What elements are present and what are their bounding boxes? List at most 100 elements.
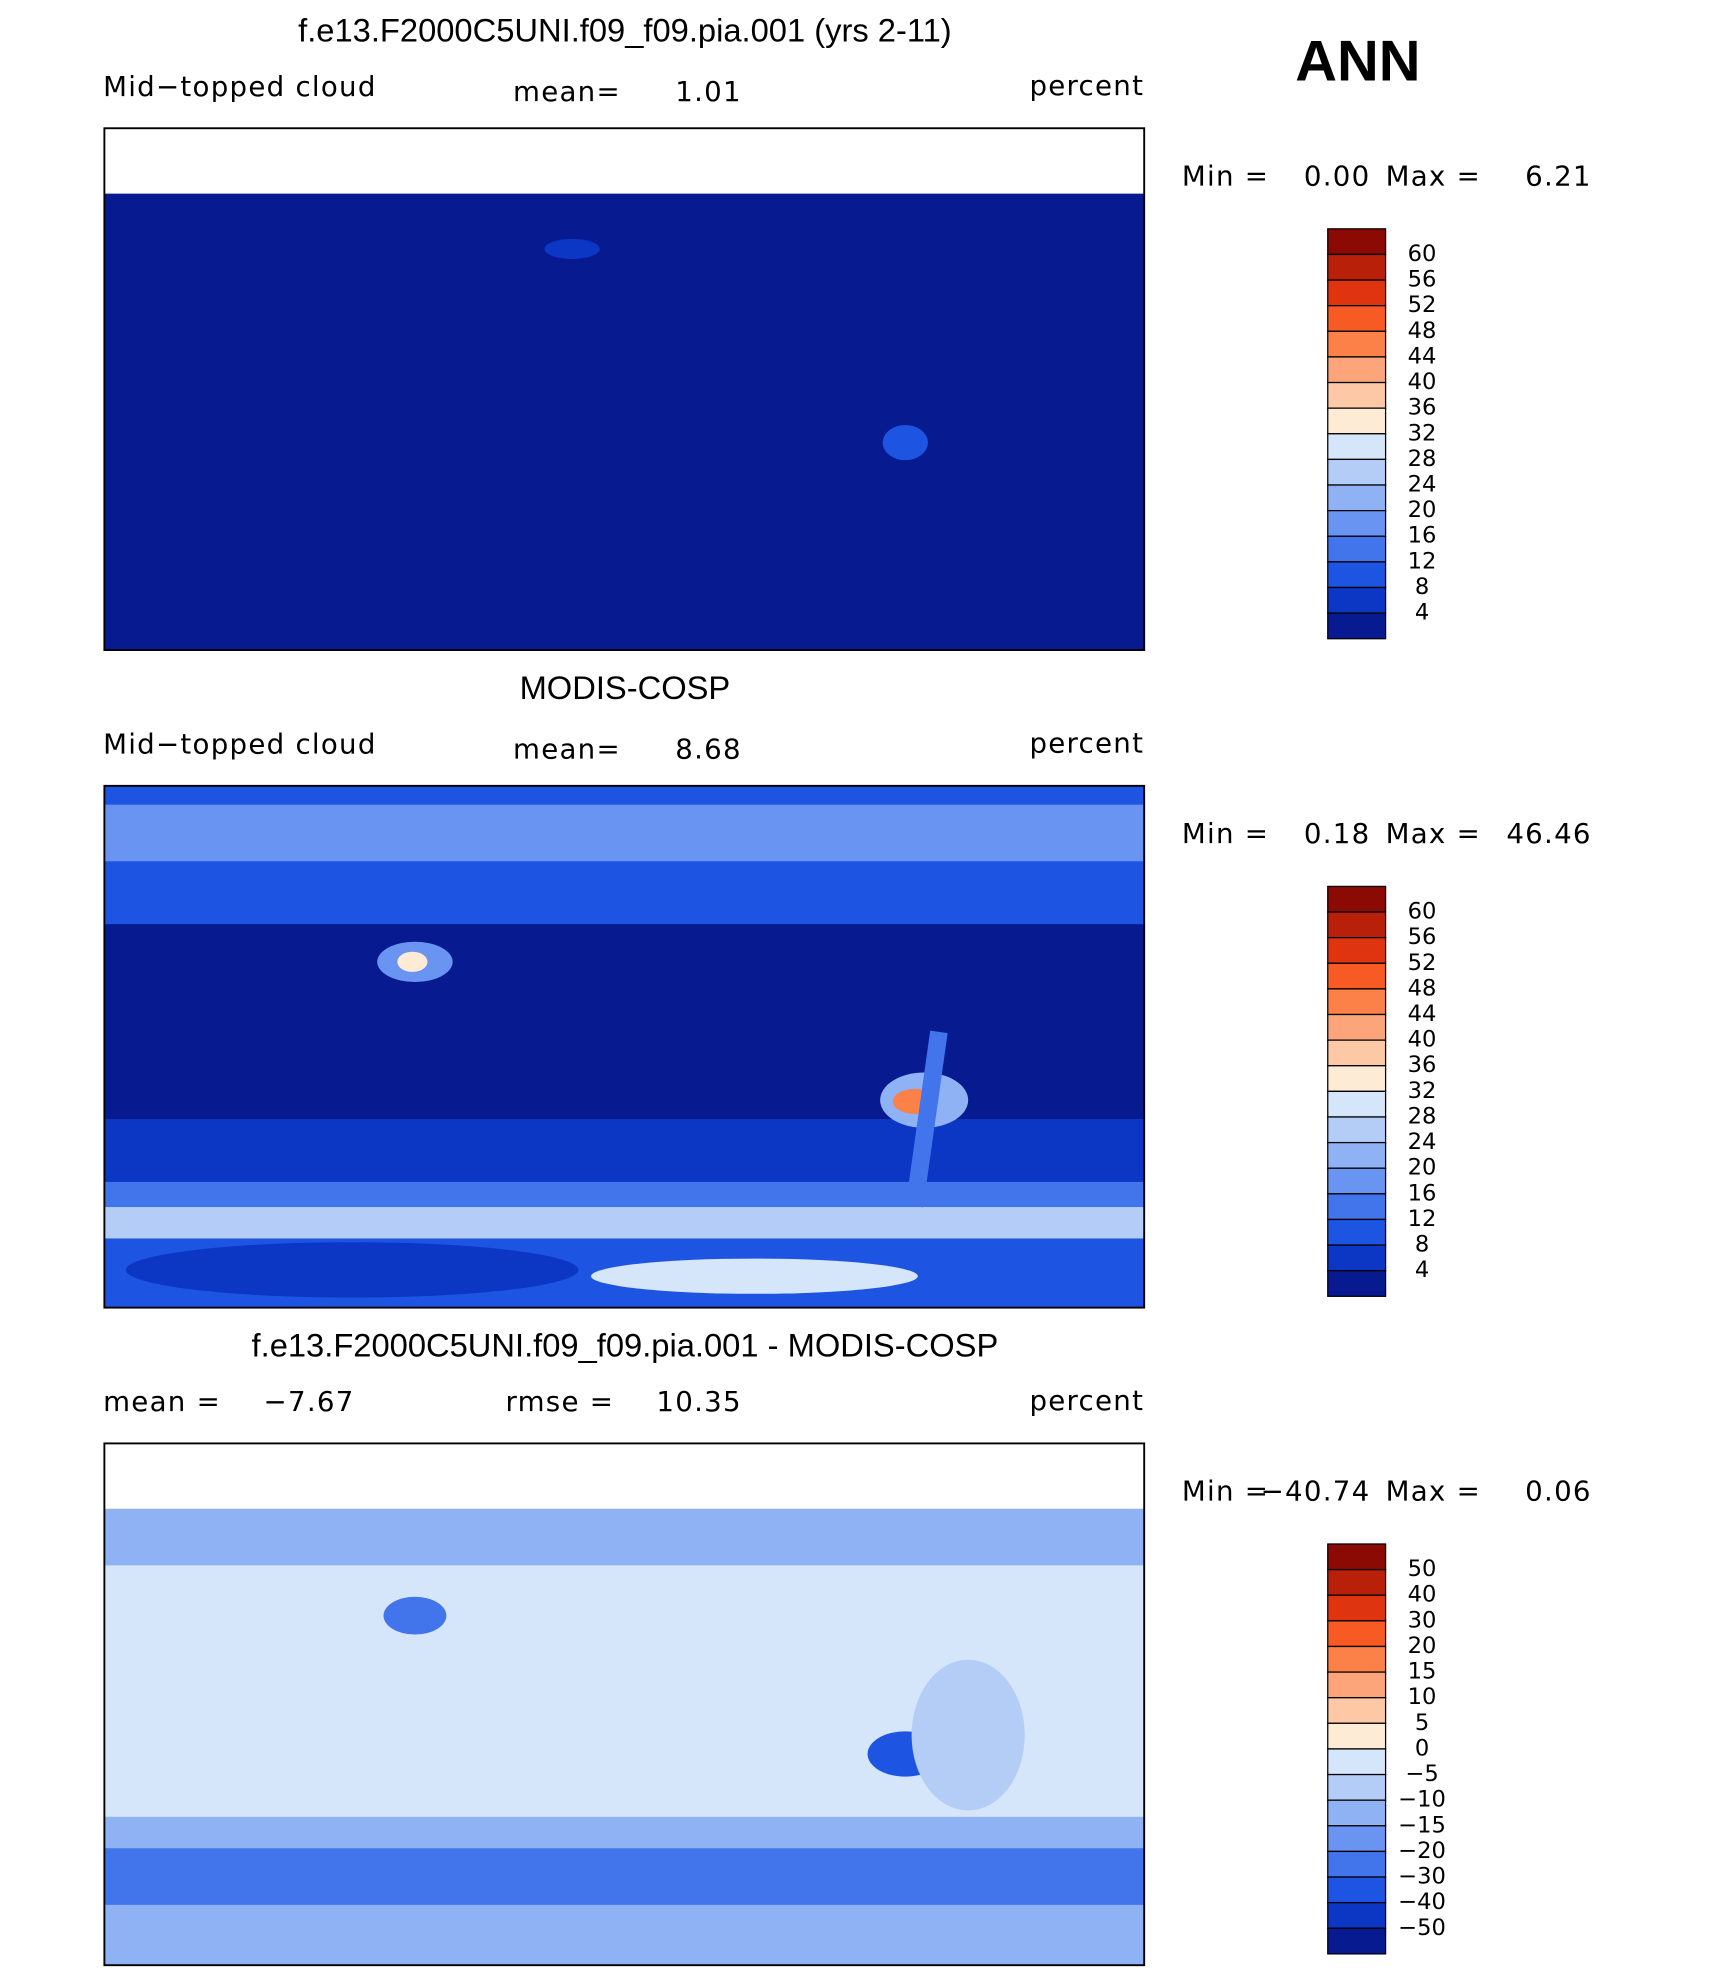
min-value: −40.74	[1261, 1474, 1371, 1507]
colorbar-box	[1327, 1594, 1387, 1622]
colorbar-box	[1327, 885, 1387, 913]
colorbar-label: 48	[1408, 318, 1437, 344]
left-label: Mid−topped cloud	[103, 70, 377, 103]
colorbar-label: 60	[1408, 899, 1437, 925]
max-value: 0.06	[1525, 1474, 1592, 1507]
season-label: ANN	[1295, 30, 1420, 94]
center-value: 8.68	[675, 733, 742, 766]
min-value: 0.00	[1304, 159, 1371, 192]
colorbar-box	[1327, 1748, 1387, 1776]
max-value: 46.46	[1506, 817, 1591, 850]
center-label: rmse =	[505, 1385, 614, 1418]
colorbar-box	[1327, 612, 1387, 640]
colorbar-box	[1327, 305, 1387, 332]
colorbar-label: −40	[1398, 1889, 1446, 1915]
colorbar-label: 40	[1408, 369, 1437, 395]
colorbar-box	[1327, 988, 1387, 1016]
colorbar-label: 24	[1408, 472, 1437, 498]
colorbar-label: 15	[1408, 1659, 1437, 1685]
colorbar-label: 20	[1408, 497, 1437, 523]
colorbar-label: 8	[1415, 574, 1429, 600]
colorbar-label: 10	[1408, 1684, 1437, 1710]
colorbar-box	[1327, 1167, 1387, 1195]
left-label: Mid−topped cloud	[103, 728, 377, 761]
units: percent	[1029, 69, 1144, 102]
panel-title: f.e13.F2000C5UNI.f09_f09.pia.001 (yrs 2-…	[298, 11, 952, 48]
colorbar-label: 30	[1408, 1607, 1437, 1633]
colorbar-box	[1327, 1543, 1387, 1571]
min-value: 0.18	[1304, 817, 1371, 850]
colorbar-box	[1327, 911, 1387, 939]
colorbar-box	[1327, 330, 1387, 358]
colorbar-label: −20	[1398, 1838, 1446, 1864]
colorbar-box	[1327, 1876, 1387, 1904]
colorbar-label: 4	[1415, 1257, 1429, 1283]
colorbar-box	[1327, 1850, 1387, 1878]
colorbar-box	[1327, 279, 1387, 307]
colorbar-box	[1327, 1141, 1387, 1169]
colorbar-box	[1327, 433, 1387, 461]
colorbar-label: 20	[1408, 1633, 1437, 1659]
colorbar-box	[1327, 561, 1387, 589]
colorbar-label: 12	[1408, 548, 1437, 574]
center-label: mean=	[513, 75, 621, 108]
map-frame	[103, 127, 1146, 651]
colorbar-label: 4	[1415, 600, 1429, 626]
colorbar-box	[1327, 1671, 1387, 1699]
colorbar-label: 28	[1408, 446, 1437, 472]
colorbar-label: −15	[1398, 1812, 1446, 1838]
colorbar-box	[1327, 1244, 1387, 1272]
colorbar-label: 20	[1408, 1155, 1437, 1181]
min-label: Min =	[1182, 817, 1269, 850]
colorbar-box	[1327, 510, 1387, 537]
colorbar-label: 0	[1415, 1735, 1429, 1761]
max-label: Max =	[1386, 817, 1481, 850]
colorbar-box	[1327, 1065, 1387, 1092]
colorbar-box	[1327, 1039, 1387, 1067]
min-label: Min =	[1182, 1474, 1269, 1507]
colorbar-label: 36	[1408, 1052, 1437, 1078]
colorbar-box	[1327, 1722, 1387, 1750]
colorbar-label: 24	[1408, 1129, 1437, 1155]
colorbar-box	[1327, 253, 1387, 281]
colorbar-box	[1327, 1013, 1387, 1041]
units: percent	[1029, 726, 1144, 759]
colorbar-label: −50	[1398, 1915, 1446, 1941]
max-label: Max =	[1386, 1474, 1481, 1507]
colorbar-box	[1327, 381, 1387, 409]
colorbar-box	[1327, 1697, 1387, 1724]
colorbar-label: 16	[1408, 1180, 1437, 1206]
colorbar-box	[1327, 1218, 1387, 1246]
max-value: 6.21	[1525, 159, 1592, 192]
map-frame	[103, 1442, 1146, 1967]
units: percent	[1029, 1384, 1144, 1417]
colorbar-box	[1327, 356, 1387, 384]
colorbar-box	[1327, 484, 1387, 512]
colorbar-box	[1327, 1825, 1387, 1853]
colorbar-box	[1327, 407, 1387, 435]
colorbar-box	[1327, 1902, 1387, 1929]
colorbar-label: 28	[1408, 1103, 1437, 1129]
colorbar-label: 44	[1408, 343, 1437, 369]
colorbar-box	[1327, 1568, 1387, 1596]
center-value: 1.01	[675, 75, 742, 108]
colorbar-box	[1327, 458, 1387, 486]
map-frame	[103, 784, 1146, 1309]
colorbar-box	[1327, 1773, 1387, 1801]
colorbar-label: 5	[1415, 1710, 1429, 1736]
colorbar-label: 56	[1408, 924, 1437, 950]
colorbar-box	[1327, 937, 1387, 964]
colorbar-label: 52	[1408, 950, 1437, 976]
colorbar-label: 48	[1408, 975, 1437, 1001]
colorbar-label: 52	[1408, 292, 1437, 318]
colorbar-label: 36	[1408, 395, 1437, 421]
colorbar-box	[1327, 228, 1387, 256]
colorbar-label: 56	[1408, 267, 1437, 293]
left-value: −7.67	[264, 1385, 355, 1418]
colorbar-label: 8	[1415, 1232, 1429, 1258]
left-label: mean =	[103, 1385, 221, 1418]
colorbar-label: 12	[1408, 1206, 1437, 1232]
colorbar-label: 16	[1408, 523, 1437, 549]
colorbar-label: 50	[1408, 1556, 1437, 1582]
